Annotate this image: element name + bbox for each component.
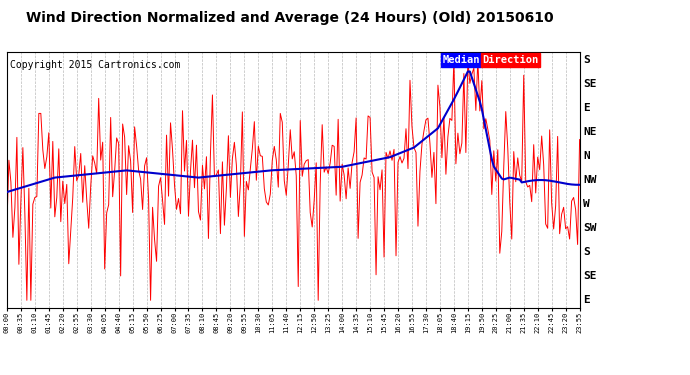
Text: SE: SE: [583, 271, 597, 281]
Text: E: E: [583, 103, 590, 113]
Text: E: E: [583, 295, 590, 305]
Text: S: S: [583, 247, 590, 257]
Text: NE: NE: [583, 127, 597, 137]
Text: SE: SE: [583, 79, 597, 89]
Text: Wind Direction Normalized and Average (24 Hours) (Old) 20150610: Wind Direction Normalized and Average (2…: [26, 11, 553, 25]
Text: W: W: [583, 199, 590, 209]
Text: S: S: [583, 55, 590, 65]
Text: Direction: Direction: [482, 55, 538, 65]
Text: N: N: [583, 151, 590, 161]
Text: NW: NW: [583, 175, 597, 185]
Text: SW: SW: [583, 223, 597, 233]
Text: Copyright 2015 Cartronics.com: Copyright 2015 Cartronics.com: [10, 60, 180, 70]
Text: Median: Median: [442, 55, 480, 65]
